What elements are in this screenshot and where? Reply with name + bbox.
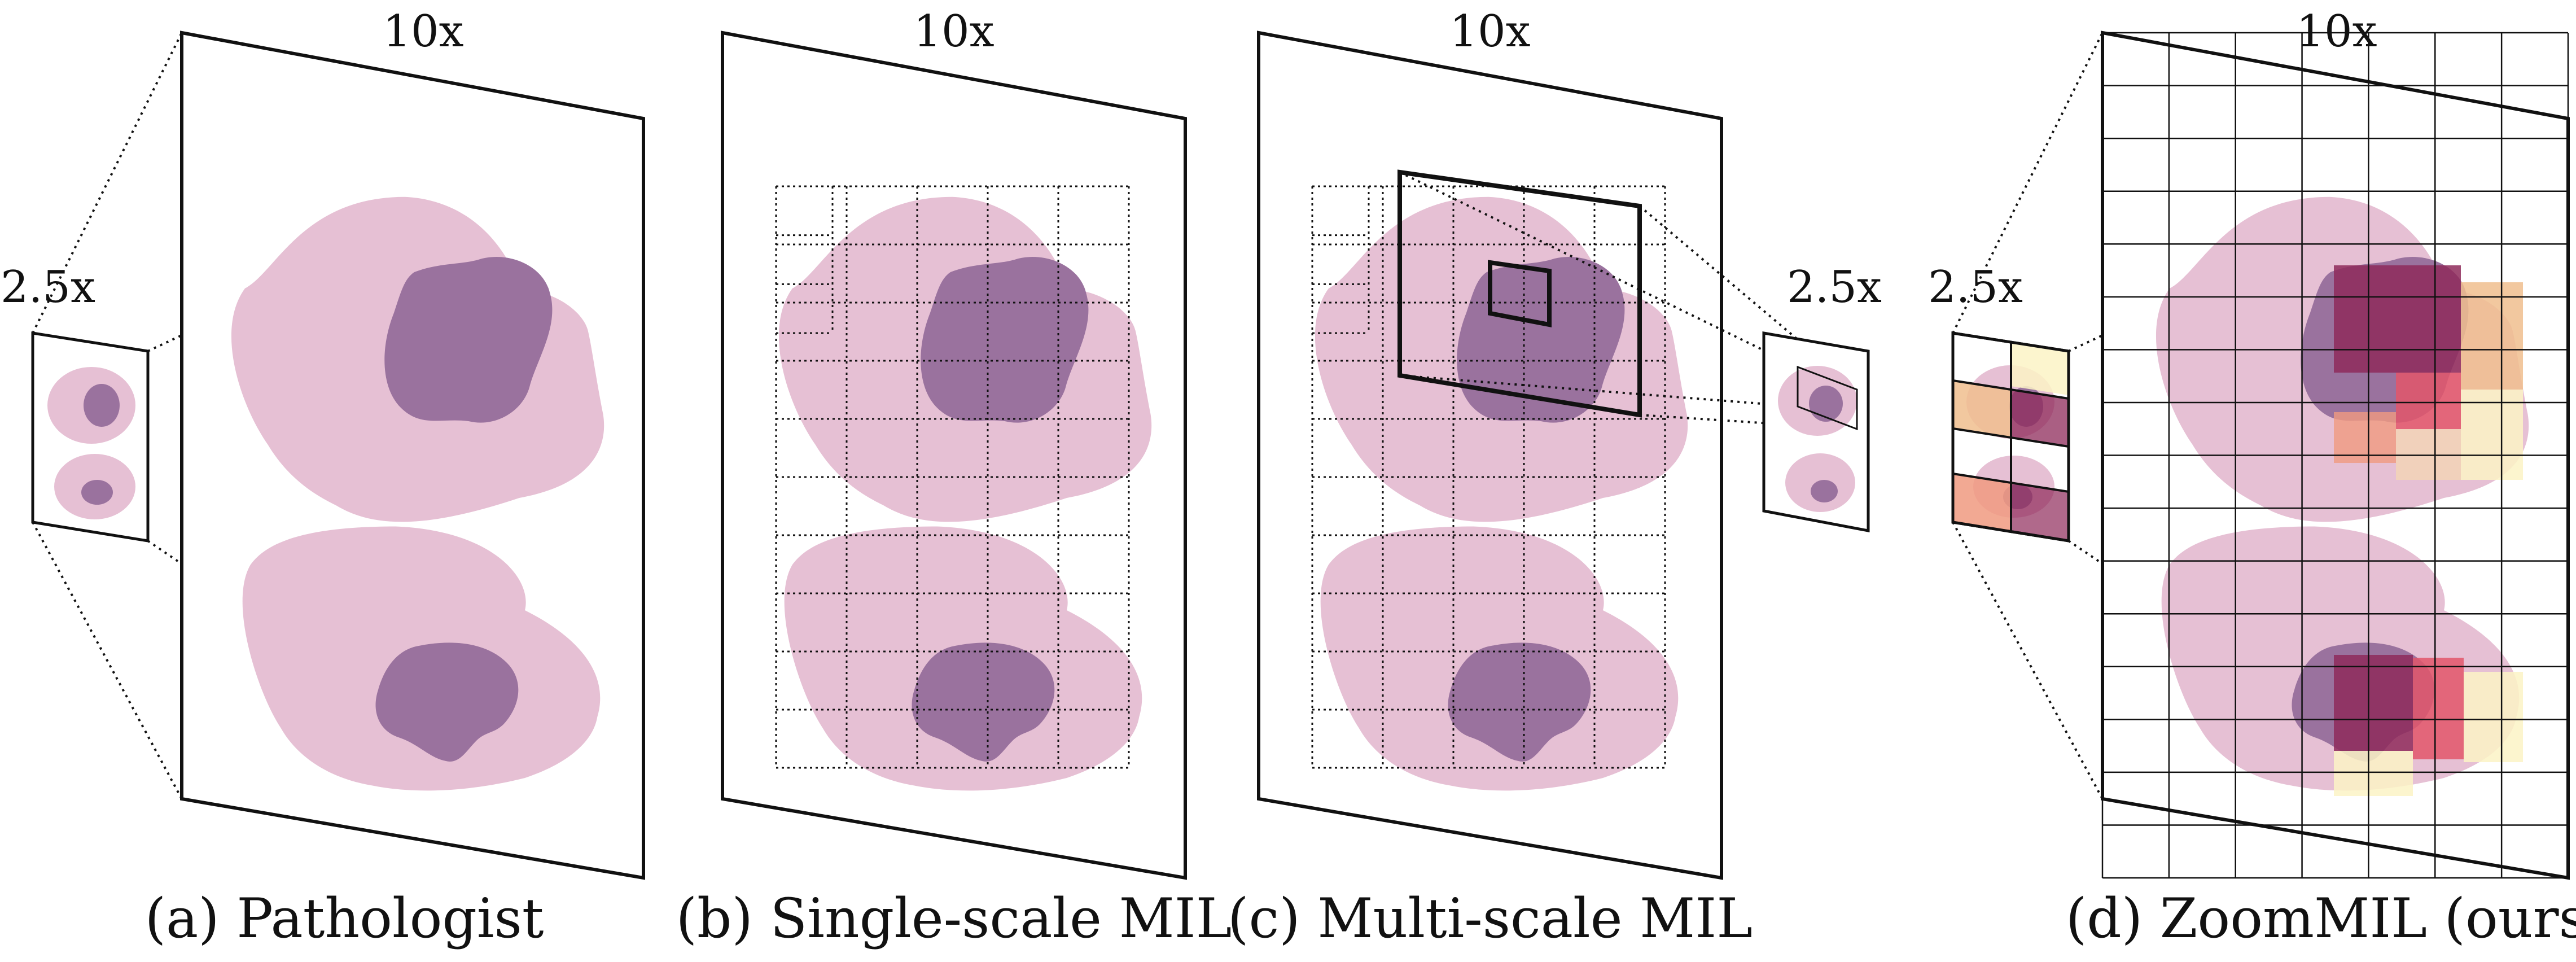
- thumbnail-low-res-a: [31, 331, 150, 543]
- panel-pathologist: 10x 2.5x (a) Pathologist: [1, 6, 645, 950]
- magnification-low-c: 2.5x: [1787, 262, 1882, 313]
- zoom-region-small: [1488, 260, 1552, 327]
- patch-grid: [775, 185, 1130, 769]
- caption-c: (c) Multi-scale MIL: [1228, 887, 1753, 950]
- magnification-high-c: 10x: [1449, 6, 1530, 57]
- magnification-low-d: 2.5x: [1928, 262, 2023, 313]
- magnification-low-a: 2.5x: [1, 262, 95, 313]
- panel-multi-scale-mil: 10x 2.5x (c) Multi-scale MIL: [1228, 6, 1882, 950]
- slide-high-res-a: [180, 30, 645, 880]
- caption-a: (a) Pathologist: [145, 887, 544, 950]
- patch-grid-full: [2101, 32, 2569, 879]
- caption-d: (d) ZoomMIL (ours): [2066, 887, 2576, 950]
- panel-zoommil: 10x 2.5x (d) ZoomMIL (ours): [1928, 6, 2576, 950]
- magnification-high-a: 10x: [383, 6, 463, 57]
- magnification-high-b: 10x: [913, 6, 994, 57]
- zoom-region-large: [1397, 169, 1642, 418]
- thumbnail-low-res-c: [1762, 331, 1870, 533]
- caption-b: (b) Single-scale MIL: [676, 887, 1232, 950]
- projection-lines-c: [1399, 171, 1858, 430]
- attention-heatmap: [2334, 265, 2523, 796]
- panel-single-scale-mil: 10x (b) Single-scale MIL: [676, 6, 1232, 950]
- patch-grid: [1311, 185, 1666, 769]
- thumbnail-low-res-d: [1951, 331, 2070, 543]
- magnification-high-d: 10x: [2296, 6, 2377, 57]
